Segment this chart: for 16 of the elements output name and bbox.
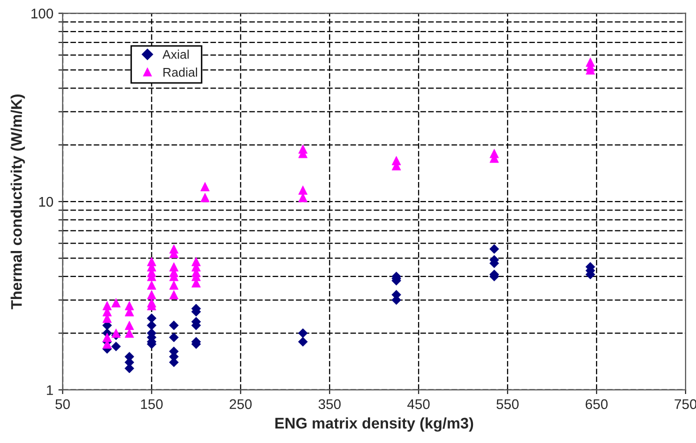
y-tick-label: 1 [46,385,53,395]
y-tick-label: 10 [39,196,54,207]
x-tick-label: 650 [586,399,608,410]
y-axis-title: Thermal conductivity (W/m/K) [10,94,25,310]
x-tick-label: 150 [141,399,163,410]
x-tick-label: 350 [318,399,341,410]
x-tick-label: 250 [230,399,252,410]
x-tick-label: 550 [496,399,519,410]
point [169,320,179,330]
x-tick-label: 450 [407,399,430,410]
x-axis-title: ENG matrix density (kg/m3) [275,417,474,432]
legend-label: Axial [162,50,189,59]
x-tick-label: 50 [55,399,70,410]
legend-label: Radial [163,68,198,77]
point [169,358,179,368]
y-tick-label: 100 [32,8,54,18]
